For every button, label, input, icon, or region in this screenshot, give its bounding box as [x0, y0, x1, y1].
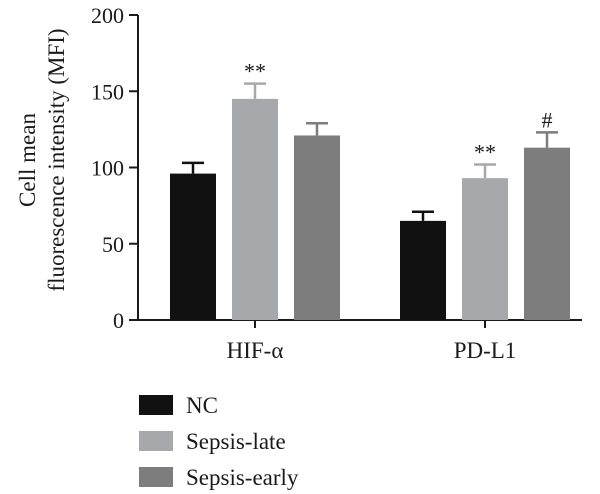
- bar: [294, 135, 340, 320]
- legend-label: Sepsis-early: [186, 465, 299, 490]
- y-tick-label: 100: [91, 156, 124, 181]
- axes: 0 50 100 150 200 HIF-α PD-L1: [91, 3, 582, 363]
- y-axis-label: Cell mean fluorescence intensity (MFI): [15, 28, 69, 291]
- bar: [524, 147, 570, 320]
- y-tick-label: 50: [102, 232, 124, 257]
- x-category-label: PD-L1: [454, 338, 517, 363]
- x-category-label: HIF-α: [227, 338, 284, 363]
- bar: [462, 178, 508, 320]
- significance-label: **: [474, 139, 496, 164]
- legend: NC Sepsis-late Sepsis-early: [139, 393, 299, 490]
- legend-swatch: [139, 395, 173, 415]
- y-tick-label: 150: [91, 79, 124, 104]
- y-axis-label-line-1: Cell mean: [15, 113, 40, 207]
- y-axis-label-line-2: fluorescence intensity (MFI): [44, 28, 69, 291]
- y-tick-label: 200: [91, 3, 124, 28]
- legend-label: Sepsis-late: [186, 429, 286, 454]
- legend-label: NC: [186, 393, 218, 418]
- legend-swatch: [139, 431, 173, 451]
- y-tick-label: 0: [113, 308, 124, 333]
- bar: [400, 220, 446, 320]
- significance-label: #: [542, 107, 553, 132]
- legend-swatch: [139, 467, 173, 487]
- bars: ** ** #: [170, 59, 570, 320]
- significance-label: **: [244, 59, 266, 84]
- bar: [170, 173, 216, 320]
- bar: [232, 98, 278, 320]
